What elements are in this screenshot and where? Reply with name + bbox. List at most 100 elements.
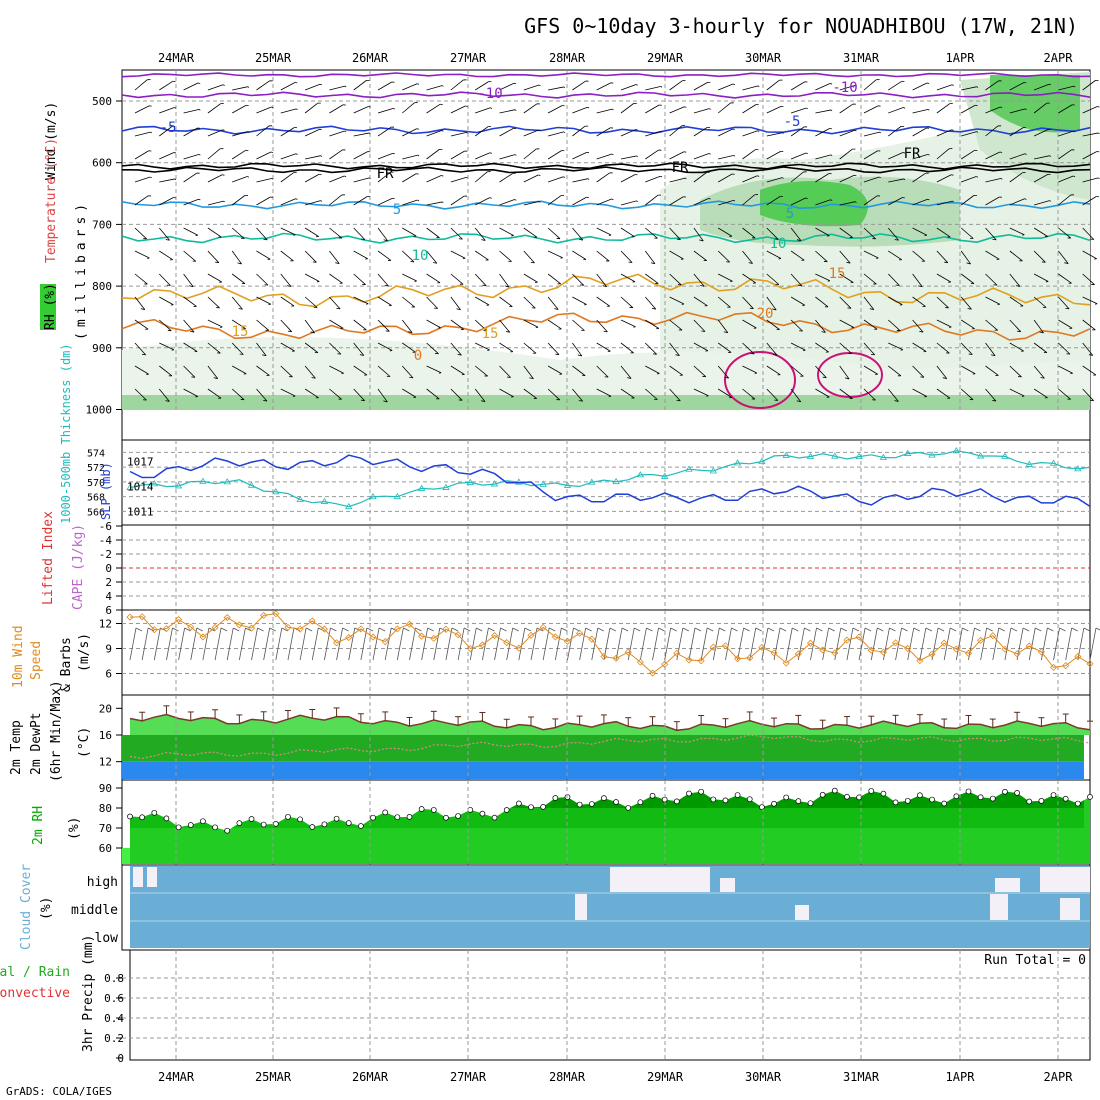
wind10-point bbox=[989, 632, 997, 640]
wind10-axis-label-c: (m/s) bbox=[77, 633, 92, 672]
wind-barb bbox=[1025, 108, 1027, 111]
wind-barb bbox=[474, 250, 489, 261]
wind-barb bbox=[1082, 296, 1098, 305]
wind10-point bbox=[904, 644, 912, 652]
thickness-point bbox=[247, 481, 256, 488]
rh-point bbox=[953, 793, 960, 800]
wind-barb bbox=[392, 152, 395, 155]
wind-barb bbox=[863, 79, 877, 91]
wind-barb bbox=[912, 296, 926, 307]
wind10-point bbox=[418, 632, 426, 640]
wind-barb bbox=[888, 126, 902, 137]
wind-barb bbox=[839, 296, 852, 309]
wind10-point bbox=[648, 669, 657, 677]
wind-barb bbox=[547, 176, 564, 183]
wind-barb bbox=[633, 326, 636, 328]
wind-barb bbox=[1064, 262, 1069, 264]
wind-barb bbox=[645, 104, 660, 114]
wind-barb bbox=[742, 296, 754, 309]
wind-barb bbox=[466, 132, 468, 134]
wind-barb bbox=[1082, 250, 1097, 260]
wind10-barb bbox=[907, 627, 915, 661]
thickness-point bbox=[782, 451, 790, 458]
wind-barb bbox=[839, 250, 851, 264]
rh-point bbox=[309, 824, 316, 830]
wind-barb bbox=[377, 319, 390, 332]
isotherms bbox=[121, 72, 1091, 409]
wind10-barb bbox=[1053, 627, 1060, 661]
wind10-barb bbox=[548, 627, 556, 632]
wind-barb bbox=[684, 106, 687, 108]
wind-barb bbox=[442, 201, 444, 204]
wind-barb bbox=[304, 200, 321, 206]
wind-barb bbox=[742, 388, 756, 400]
wind-barb bbox=[1082, 342, 1094, 356]
wind10-barb bbox=[573, 627, 580, 632]
isotherm-line bbox=[121, 200, 1091, 210]
wind-barb bbox=[523, 273, 538, 283]
wind-barb bbox=[961, 365, 976, 375]
wind-barb bbox=[844, 377, 850, 380]
isotherm-label: 0 bbox=[414, 348, 422, 364]
wind-barb bbox=[295, 198, 298, 200]
wind-barb bbox=[523, 103, 538, 114]
wind-barb bbox=[863, 250, 879, 259]
wind-barb bbox=[1009, 172, 1023, 183]
thickness-point bbox=[855, 452, 863, 459]
rh-area bbox=[122, 395, 1090, 410]
wind-barb bbox=[960, 195, 975, 206]
thickness-point bbox=[490, 480, 499, 487]
wind-barb bbox=[506, 376, 511, 378]
tick-label: 2 bbox=[105, 576, 112, 589]
cloud-bar bbox=[147, 867, 157, 887]
wind-barb bbox=[304, 319, 315, 334]
wind10-point bbox=[308, 617, 316, 625]
wind-barb bbox=[936, 342, 950, 354]
wind-barb bbox=[951, 84, 954, 86]
wind10-barb bbox=[463, 627, 471, 632]
wind10-point bbox=[600, 653, 608, 661]
wind-barb bbox=[183, 388, 198, 397]
wind10-barb bbox=[433, 627, 441, 661]
wind-barb bbox=[1033, 173, 1049, 183]
wind10-point bbox=[806, 639, 815, 647]
thickness-point bbox=[831, 452, 839, 459]
wind-barb bbox=[854, 129, 857, 132]
wind-barb bbox=[815, 273, 831, 282]
wind-barb bbox=[490, 107, 493, 109]
wind-barb bbox=[207, 84, 224, 91]
wind10-barb bbox=[719, 627, 726, 632]
rh2m-axis: 90 80 70 60 bbox=[99, 782, 122, 855]
wind-barb bbox=[772, 308, 777, 311]
wind-barb bbox=[165, 239, 170, 241]
wind10-barb bbox=[360, 627, 368, 661]
rh-point bbox=[771, 800, 777, 807]
rh-point bbox=[576, 801, 583, 808]
wind-barb bbox=[222, 84, 225, 86]
wind10-barb bbox=[731, 627, 738, 632]
wind-barb bbox=[645, 86, 661, 91]
wind-barb bbox=[733, 155, 736, 157]
wind-barb bbox=[335, 262, 340, 264]
wind10-barb bbox=[937, 627, 945, 632]
wind-barb bbox=[839, 148, 853, 160]
wind-barb bbox=[596, 127, 611, 137]
wind-barb bbox=[304, 342, 319, 353]
wind-barb bbox=[523, 319, 539, 328]
wind-barb bbox=[757, 130, 760, 132]
wind-barb bbox=[207, 342, 221, 354]
precip-axis: 0.8 0.6 0.4 0.2 0 bbox=[104, 972, 124, 1065]
rh-point bbox=[163, 815, 170, 822]
rh-legend-swatch bbox=[40, 284, 56, 330]
wind-barb bbox=[1009, 198, 1025, 206]
wind-barb bbox=[936, 273, 951, 283]
wind-barb bbox=[134, 150, 149, 160]
bottom-date-label: 2APR bbox=[1044, 1070, 1074, 1084]
wind-barb bbox=[651, 307, 656, 310]
wind-barb bbox=[669, 273, 682, 286]
wind10-barb bbox=[1095, 627, 1100, 631]
wind-barb bbox=[359, 354, 364, 356]
wind-barb bbox=[790, 126, 805, 137]
wind-barb bbox=[1048, 83, 1051, 86]
wind-barb bbox=[1088, 354, 1093, 356]
